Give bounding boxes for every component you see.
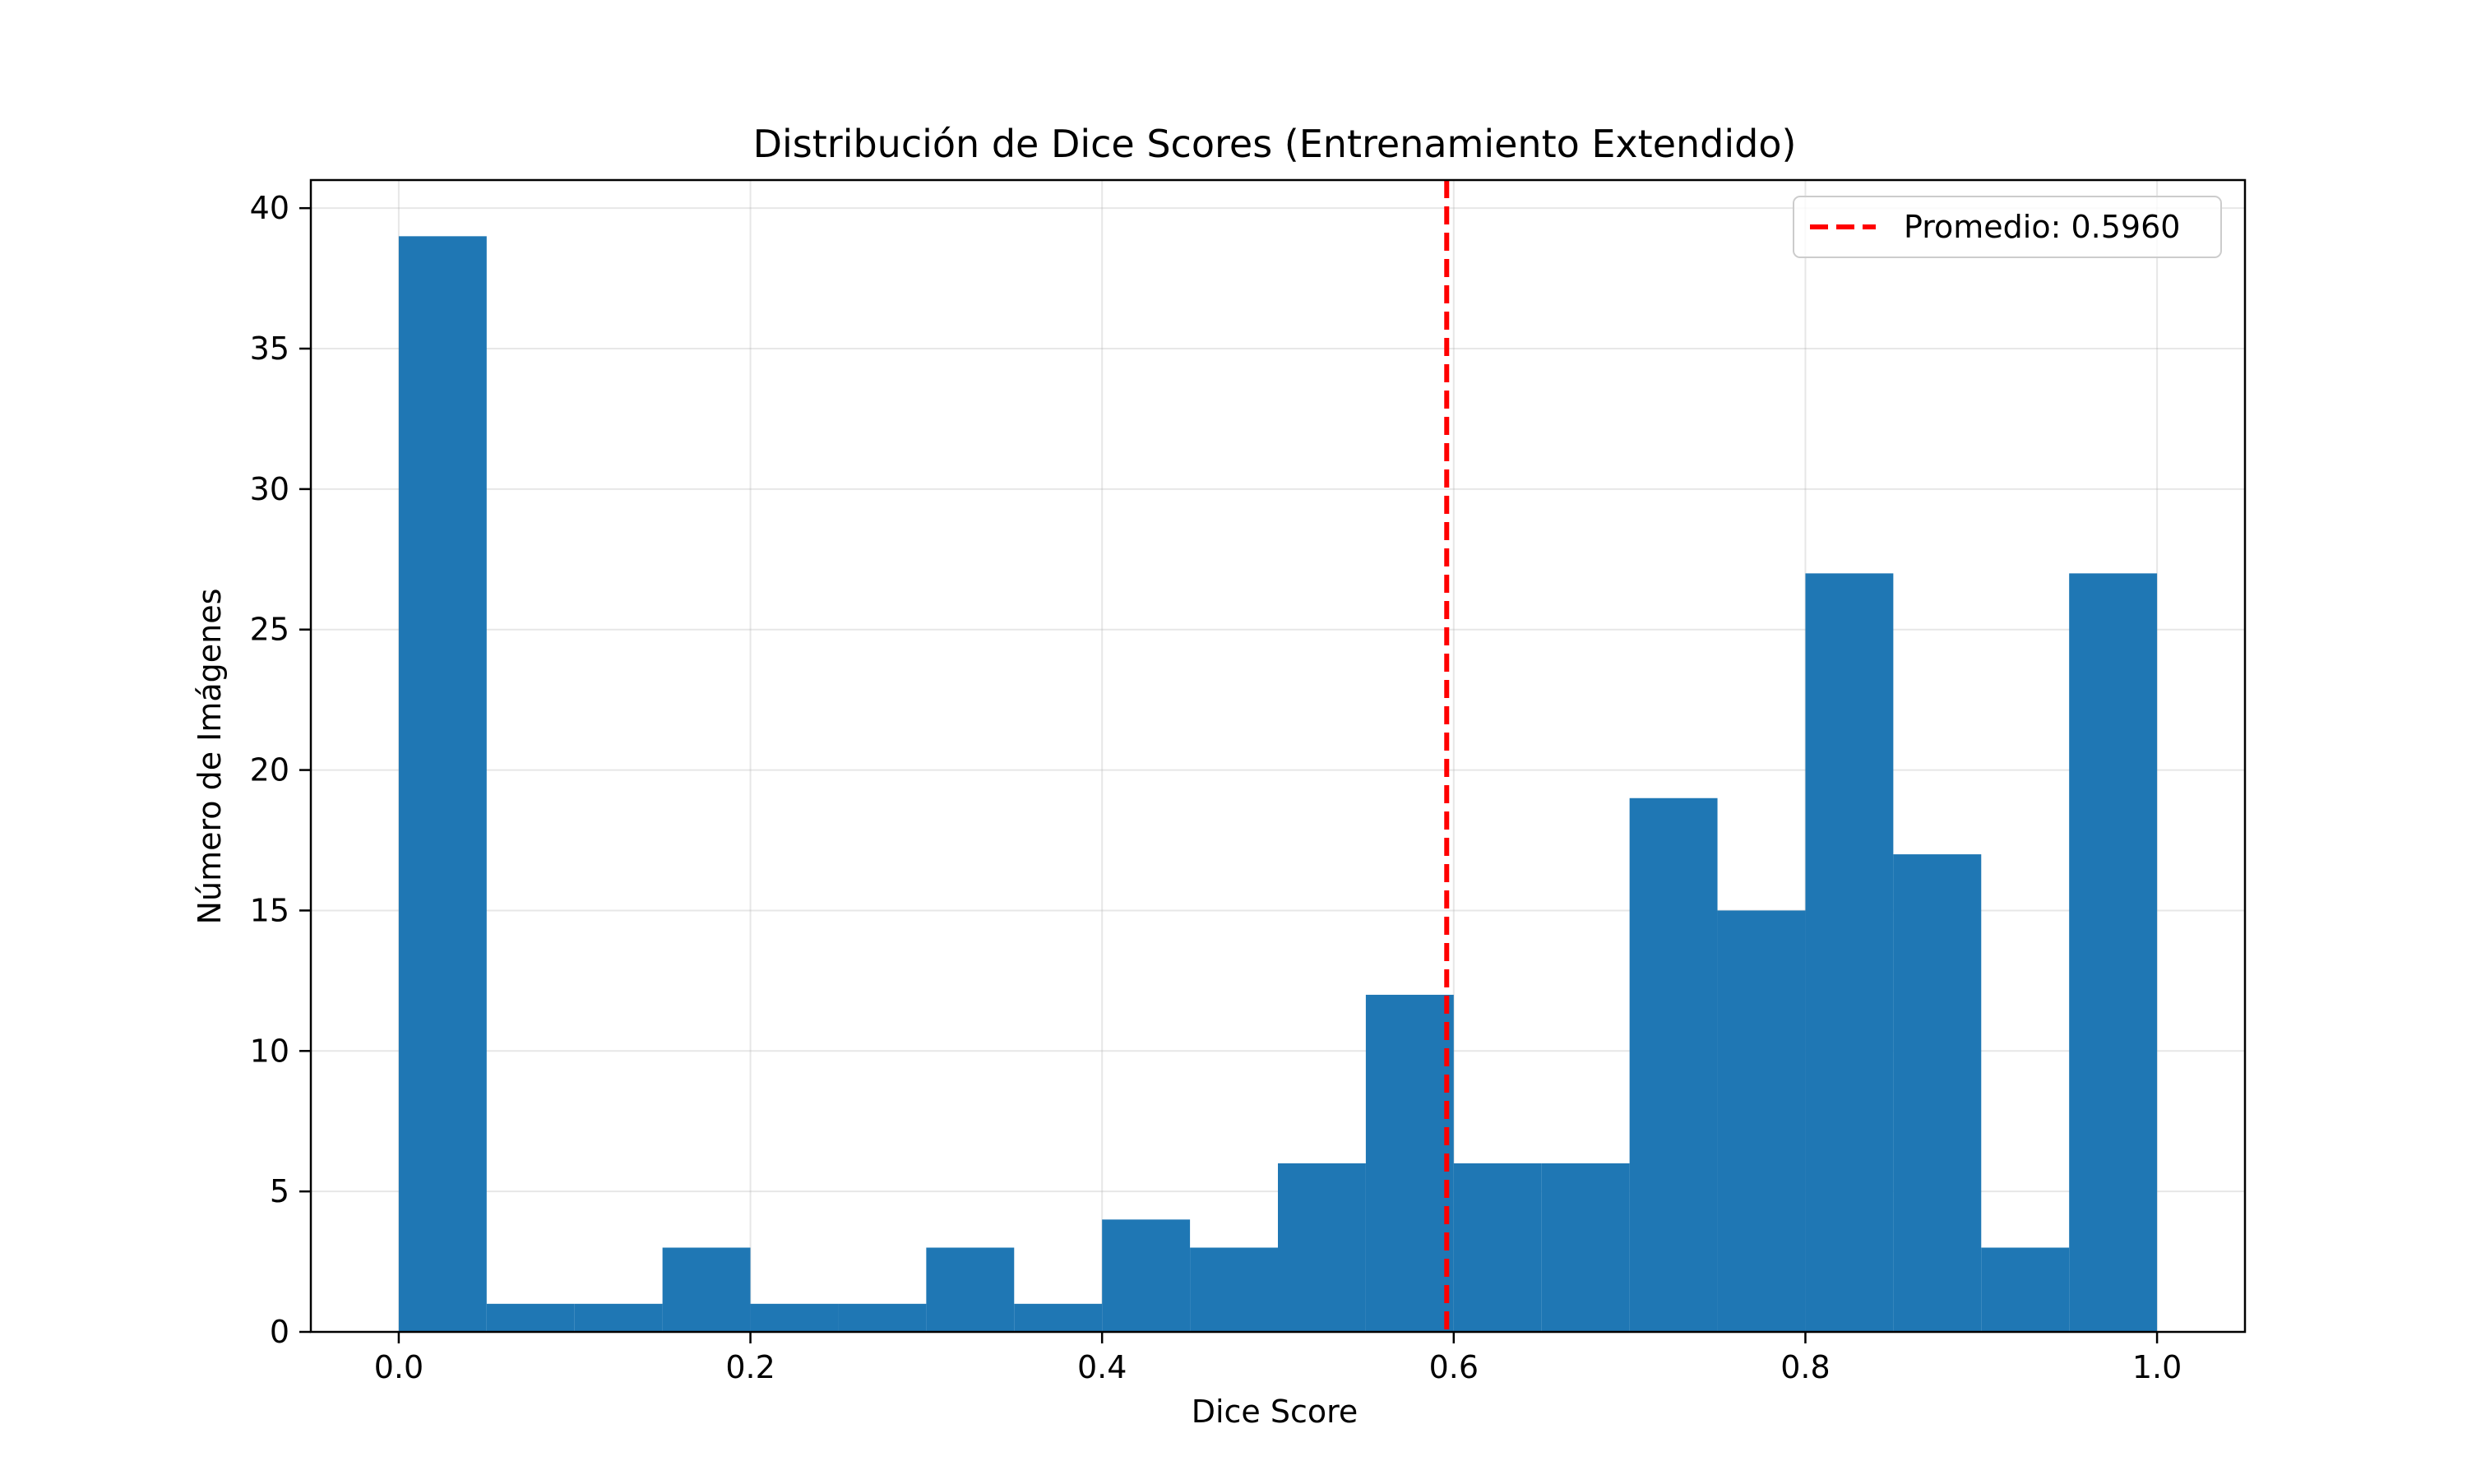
- x-tick-label: 1.0: [2132, 1349, 2182, 1385]
- histogram-bar: [486, 1303, 575, 1332]
- histogram-bar: [1453, 1163, 1542, 1332]
- y-tick-label: 5: [270, 1173, 289, 1209]
- y-tick-label: 35: [250, 331, 289, 367]
- y-tick-label: 20: [250, 752, 289, 788]
- histogram-bar: [2069, 573, 2158, 1332]
- y-tick-label: 0: [270, 1314, 289, 1350]
- histogram-bar: [1981, 1247, 2070, 1332]
- y-tick-label: 30: [250, 471, 289, 507]
- histogram-bar: [574, 1303, 663, 1332]
- y-axis: 0 5 10 15 20 25 30 35 40: [250, 190, 311, 1350]
- histogram-bar: [1717, 910, 1806, 1332]
- y-axis-label: Número de Imágenes: [192, 589, 228, 925]
- x-tick-label: 0.4: [1077, 1349, 1127, 1385]
- histogram-bar: [1278, 1163, 1366, 1332]
- histogram-bar: [662, 1247, 751, 1332]
- histogram-bar: [1190, 1247, 1278, 1332]
- histogram-bar: [838, 1303, 927, 1332]
- y-tick-label: 25: [250, 612, 289, 648]
- histogram-bar: [750, 1303, 839, 1332]
- histogram-bar: [1541, 1163, 1630, 1332]
- y-tick-label: 40: [250, 190, 289, 226]
- histogram-bar: [1014, 1303, 1103, 1332]
- plot-frame: [309, 178, 2247, 1334]
- histogram-bar: [398, 236, 487, 1333]
- x-tick-label: 0.0: [374, 1349, 424, 1385]
- x-tick-label: 0.2: [725, 1349, 775, 1385]
- y-tick-label: 15: [250, 892, 289, 928]
- legend-box: [1793, 196, 2222, 258]
- legend: Promedio: 0.5960: [1793, 196, 2222, 258]
- bars-layer: [398, 236, 2158, 1333]
- chart-title: Distribución de Dice Scores (Entrenamien…: [753, 122, 1797, 166]
- histogram-bar: [1893, 854, 1982, 1332]
- histogram-bar: [1365, 994, 1454, 1332]
- legend-label: Promedio: 0.5960: [1904, 209, 2180, 245]
- x-axis: 0.0 0.2 0.4 0.6 0.8 1.0: [374, 1332, 2182, 1385]
- y-tick-label: 10: [250, 1033, 289, 1069]
- x-axis-label: Dice Score: [1192, 1394, 1358, 1430]
- histogram-bar: [926, 1247, 1015, 1332]
- histogram-bar: [1629, 797, 1718, 1332]
- x-tick-label: 0.6: [1429, 1349, 1479, 1385]
- histogram-bar: [1102, 1219, 1191, 1332]
- x-tick-label: 0.8: [1780, 1349, 1830, 1385]
- histogram-bar: [1805, 573, 1894, 1332]
